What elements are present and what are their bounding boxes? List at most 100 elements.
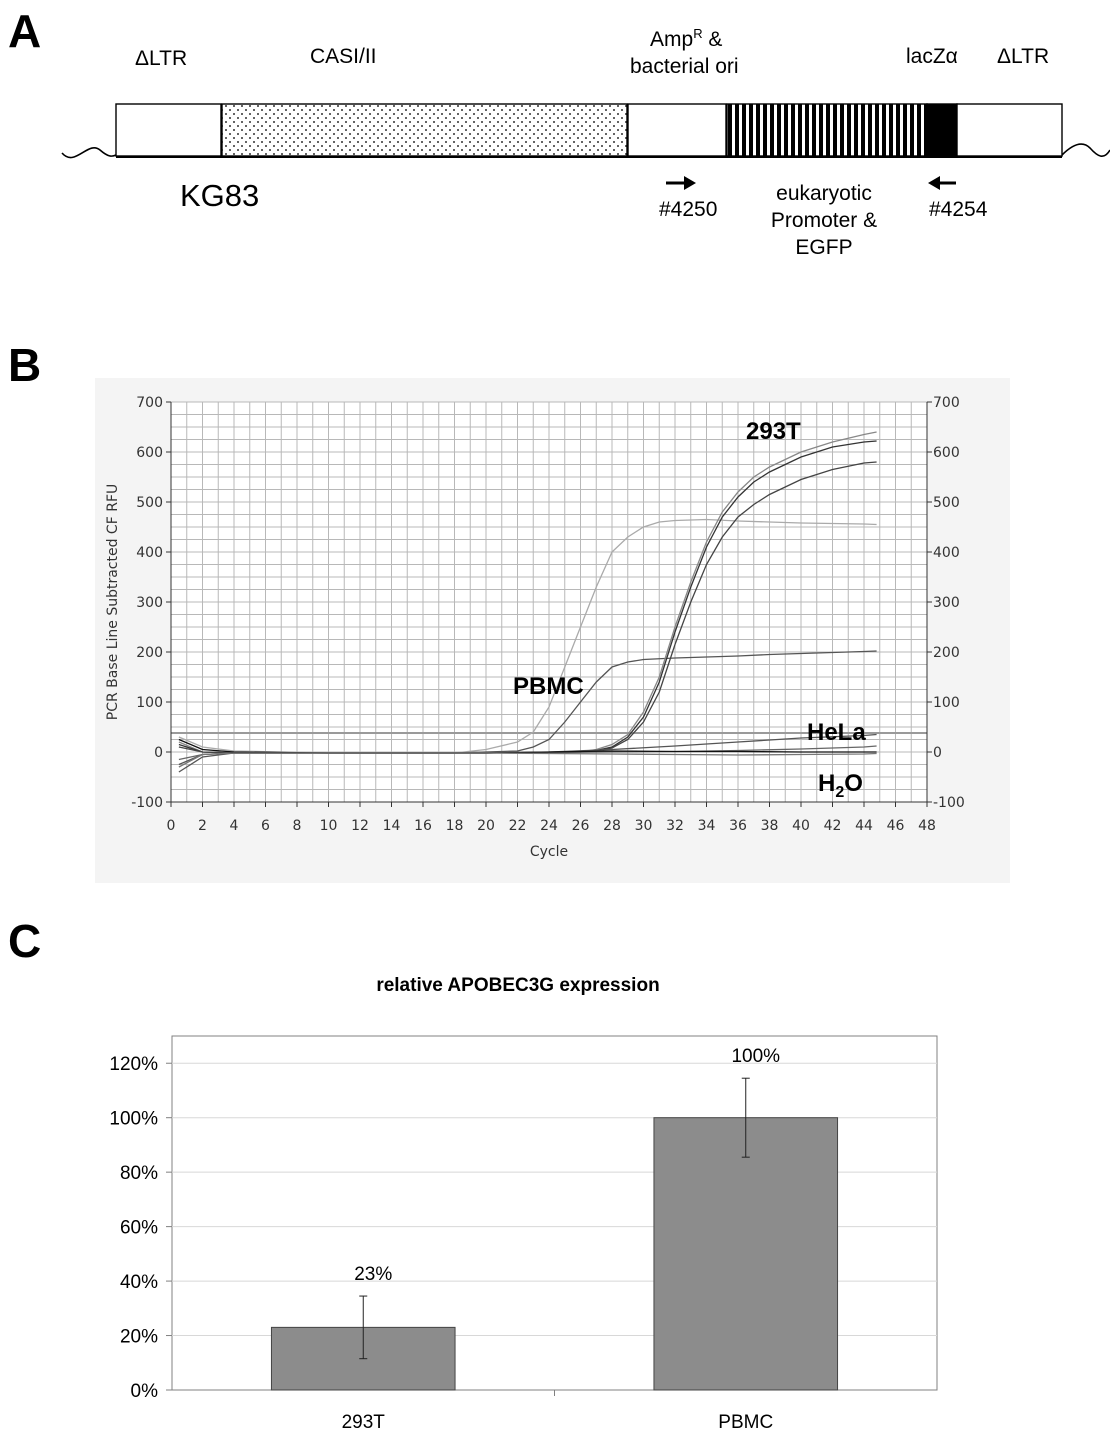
construct-name: KG83 [180,178,260,213]
x-tick-label: 30 [635,818,653,834]
y-tick-label-right: -100 [933,795,965,811]
ampr-sup: R [693,26,703,41]
x-tick-label: 24 [540,818,558,834]
x-tick-label: 12 [351,818,369,834]
y-tick-label-left: 500 [136,495,163,511]
curve-label-h2o: H2O [818,770,863,801]
x-tick-label: 48 [918,818,936,834]
y-tick-label: 120% [109,1054,158,1075]
x-tick-label: 38 [761,818,779,834]
casi-box [221,103,628,157]
y-tick-label-right: 300 [933,595,960,611]
category-label: PBMC [718,1412,773,1433]
y-tick-label-right: 700 [933,395,960,411]
x-tick-label: 14 [383,818,401,834]
y-axis-label: PCR Base Line Subtracted CF RFU [105,484,121,720]
y-tick-label: 60% [120,1218,158,1239]
y-tick-label-left: 0 [154,745,163,761]
y-tick-label-right: 600 [933,445,960,461]
category-label: 293T [342,1412,386,1433]
h2o-end: O [844,770,863,797]
promoter-line: Promoter & [770,209,878,232]
x-tick-label: 46 [887,818,905,834]
y-tick-label-left: 100 [136,695,163,711]
amplification-curve [178,752,877,768]
promoter-line: EGFP [795,236,853,259]
right-flank-wave [1061,143,1110,157]
primer-rev-arrow-icon [928,176,956,190]
y-tick-label-left: 600 [136,445,163,461]
bar-pbmc [653,1117,839,1391]
y-tick-label-right: 500 [933,495,960,511]
y-tick-label-left: -100 [131,795,163,811]
lacz-box [926,103,958,157]
x-tick-label: 44 [855,818,873,834]
x-tick-label: 6 [261,818,270,834]
primer-fwd-arrow-icon [666,176,696,190]
curve-label-293t: 293T [746,418,801,445]
left-flank-wave [61,147,117,159]
y-tick-label: 100% [109,1109,158,1130]
lacz-label: lacZα [906,45,958,68]
bacterial-ori-label: bacterial ori [630,55,739,78]
curve-label-hela: HeLa [807,719,866,746]
ampr-main: Amp [650,28,694,51]
grid [170,401,928,803]
tick-labels: 0% 20% 40% 60% 80% 100% 120% 293T PBMC [109,1054,773,1433]
amplification-curve [178,738,877,754]
panel-label-b: B [8,339,42,391]
x-tick-label: 22 [509,818,527,834]
h2o-main: H [818,770,835,797]
y-tick-label-right: 400 [933,545,960,561]
x-tick-label: 20 [477,818,495,834]
axes [166,401,932,807]
apobec3g-bar-chart: relative APOBEC3G expression 23% 100% 0% 2… [109,975,938,1433]
panel-label-c: C [8,915,42,967]
x-tick-label: 2 [198,818,207,834]
primer-rev-label: #4254 [929,198,988,221]
x-tick-label: 32 [666,818,684,834]
x-tick-label: 8 [293,818,302,834]
x-tick-label: 0 [167,818,176,834]
x-tick-label: 34 [698,818,716,834]
promoter-line: eukaryotic [776,182,872,205]
ltr-left-box [115,103,222,157]
x-tick-label: 26 [572,818,590,834]
x-axis-label: Cycle [530,844,568,860]
y-tick-label: 40% [120,1272,158,1293]
x-tick-label: 28 [603,818,621,834]
y-tick-label-left: 200 [136,645,163,661]
construct-map [61,103,1110,190]
casi-label: CASI/II [310,45,377,68]
promoter-egfp-box [726,103,928,157]
y-tick-label-right: 100 [933,695,960,711]
x-tick-label: 10 [320,818,338,834]
y-tick-label-left: 400 [136,545,163,561]
bars: 23% 100% [270,1046,839,1391]
series-group [178,431,877,773]
curve-label-pbmc: PBMC [513,673,584,700]
x-tick-label: 36 [729,818,747,834]
value-label: 23% [354,1264,392,1285]
ampr-ori-box [627,103,727,157]
ltr-right-box [956,103,1063,157]
y-tick-label: 20% [120,1327,158,1348]
h2o-sub: 2 [835,784,844,801]
panel-label-a: A [8,5,42,57]
promoter-label: eukaryotic Promoter & EGFP [764,180,884,261]
y-tick-label-right: 200 [933,645,960,661]
x-tick-label: 16 [414,818,432,834]
y-tick-label: 0% [131,1381,159,1402]
value-label: 100% [731,1046,780,1067]
y-tick-label-left: 300 [136,595,163,611]
y-tick-label-right: 0 [933,745,942,761]
x-tick-label: 4 [230,818,239,834]
x-tick-label: 42 [824,818,842,834]
x-tick-label: 40 [792,818,810,834]
ampr-label: AmpR & [650,26,722,52]
y-tick-label-left: 700 [136,395,163,411]
y-tick-label: 80% [120,1163,158,1184]
ampr-rest: & [702,28,723,51]
